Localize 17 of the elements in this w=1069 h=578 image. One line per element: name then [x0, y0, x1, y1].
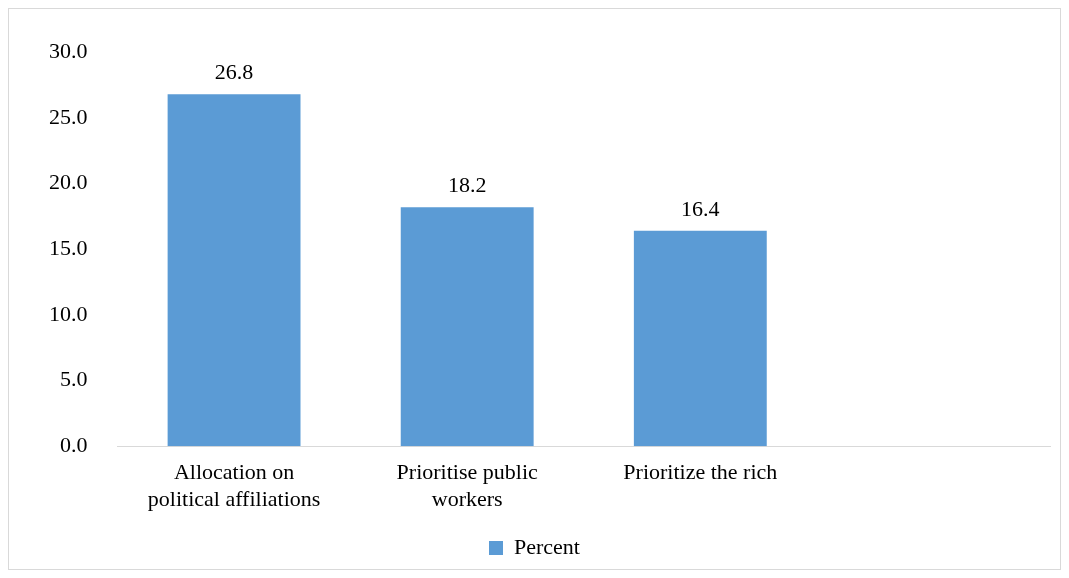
y-tick-label: 15.0	[49, 234, 88, 260]
x-tick-label: Prioritise public workers	[396, 459, 538, 511]
bar	[633, 230, 767, 447]
x-tick-label: Allocation on political affiliations	[147, 459, 321, 511]
y-tick-label: 20.0	[49, 169, 88, 195]
y-tick-label: 5.0	[60, 366, 88, 392]
y-tick-label: 30.0	[49, 37, 88, 63]
data-label: 18.2	[447, 171, 487, 197]
data-label: 16.4	[681, 195, 720, 221]
x-tick-label: Prioritize the rich	[623, 459, 778, 485]
legend-label: Percent	[514, 533, 580, 559]
bar	[167, 94, 301, 447]
y-tick-label: 10.0	[49, 300, 88, 326]
y-tick-label: 0.0	[60, 431, 88, 457]
bar	[400, 207, 534, 447]
y-tick-label: 25.0	[49, 103, 88, 129]
data-label: 26.8	[214, 59, 254, 85]
